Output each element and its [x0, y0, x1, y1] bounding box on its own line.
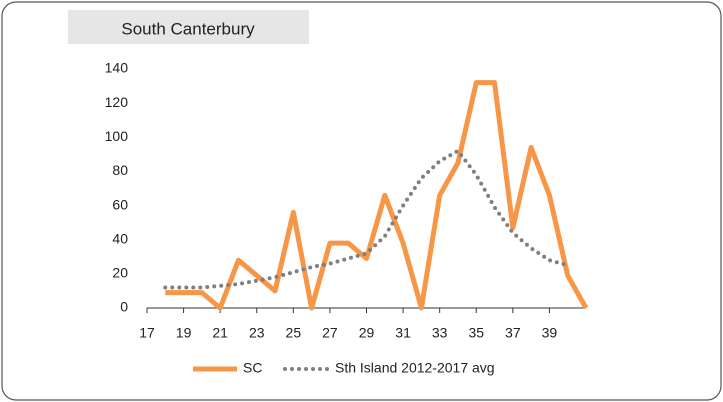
y-tick-label: 80	[112, 162, 128, 178]
y-tick-label: 60	[112, 196, 128, 212]
x-tick-label: 19	[176, 325, 192, 341]
chart-title: South Canterbury	[121, 19, 255, 38]
x-tick-label: 21	[212, 325, 228, 341]
x-tick-label: 17	[139, 325, 155, 341]
series-line	[165, 80, 589, 311]
y-tick-label: 120	[105, 94, 129, 110]
x-tick-label: 25	[286, 325, 302, 341]
x-tick-label: 37	[505, 325, 521, 341]
y-tick-label: 20	[112, 265, 128, 281]
y-tick-label: 100	[105, 128, 129, 144]
legend-label: Sth Island 2012-2017 avg	[335, 360, 495, 376]
x-tick-label: 33	[432, 325, 448, 341]
y-tick-label: 140	[105, 60, 129, 76]
title-box	[68, 10, 309, 44]
x-tick-label: 29	[359, 325, 375, 341]
x-tick-label: 31	[395, 325, 411, 341]
x-tick-label: 27	[322, 325, 338, 341]
x-tick-label: 23	[249, 325, 265, 341]
legend-label: SC	[243, 360, 262, 376]
x-tick-label: 39	[542, 325, 558, 341]
y-tick-label: 40	[112, 230, 128, 246]
y-tick-label: 0	[120, 299, 128, 315]
x-tick-label: 35	[468, 325, 484, 341]
